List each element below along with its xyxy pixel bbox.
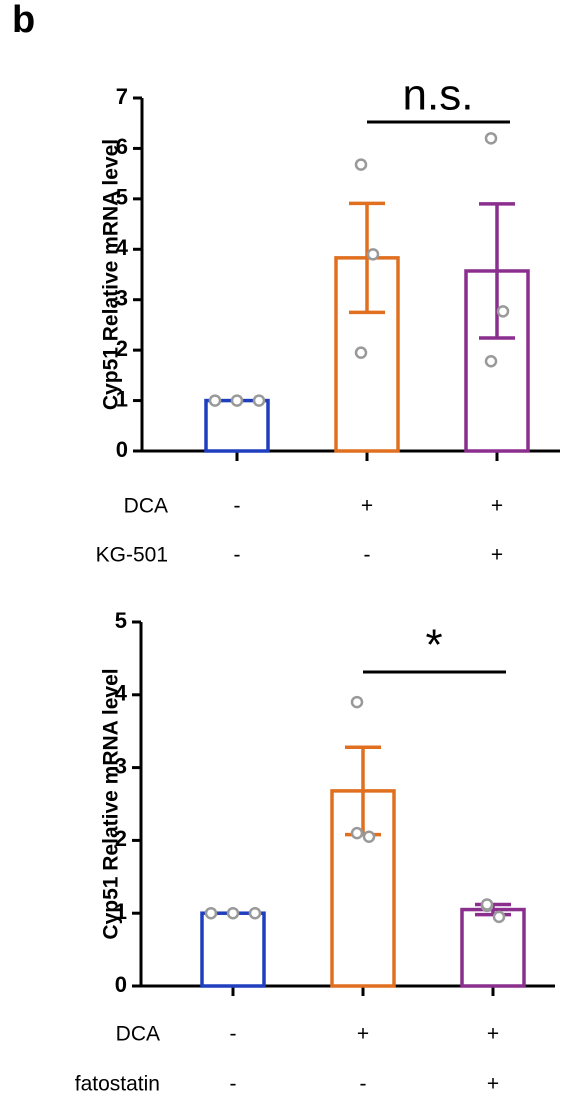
data-point bbox=[252, 394, 266, 407]
data-point bbox=[496, 305, 510, 318]
condition-value: + bbox=[487, 1023, 499, 1046]
y-axis-label: Cyp51 Relative mRNA level bbox=[100, 668, 123, 939]
data-point bbox=[350, 695, 364, 709]
significance-label: n.s. bbox=[403, 71, 474, 120]
data-point bbox=[484, 132, 498, 145]
data-point bbox=[204, 906, 218, 920]
significance-label: * bbox=[425, 621, 442, 670]
y-tick-label: 4 bbox=[116, 235, 129, 260]
y-tick-label: 1 bbox=[116, 386, 128, 411]
y-tick-label: 1 bbox=[115, 899, 127, 924]
bar bbox=[204, 398, 270, 453]
condition-value: + bbox=[487, 1073, 499, 1096]
bar bbox=[200, 911, 266, 988]
condition-value: - bbox=[230, 1073, 237, 1096]
y-axis-label: Cyp51 Relative mRNA level bbox=[100, 139, 123, 410]
y-tick-label: 2 bbox=[115, 826, 127, 851]
bar bbox=[460, 907, 526, 988]
data-point bbox=[484, 354, 498, 368]
condition-value: - bbox=[234, 495, 241, 518]
data-point bbox=[248, 906, 262, 920]
y-tick-label: 0 bbox=[116, 437, 128, 462]
condition-name: fatostatin bbox=[75, 1073, 160, 1096]
y-tick-label: 7 bbox=[116, 84, 128, 109]
y-tick-label: 4 bbox=[115, 681, 128, 706]
data-point bbox=[208, 394, 222, 407]
y-tick-label: 5 bbox=[115, 608, 127, 633]
condition-value: - bbox=[360, 1073, 367, 1096]
data-point bbox=[354, 158, 368, 171]
data-point bbox=[350, 826, 364, 840]
condition-name: KG-501 bbox=[96, 544, 168, 567]
condition-name: DCA bbox=[124, 495, 168, 518]
condition-name: DCA bbox=[116, 1023, 160, 1046]
panel-label: b bbox=[12, 0, 35, 41]
y-tick-label: 5 bbox=[116, 185, 128, 210]
data-point bbox=[230, 394, 244, 407]
condition-value: + bbox=[361, 495, 373, 518]
y-tick-label: 3 bbox=[116, 286, 128, 311]
condition-value: - bbox=[234, 544, 241, 567]
condition-value: + bbox=[357, 1023, 369, 1046]
condition-value: - bbox=[230, 1023, 237, 1046]
y-tick-label: 3 bbox=[115, 753, 127, 778]
condition-value: + bbox=[491, 544, 503, 567]
y-tick-label: 2 bbox=[116, 336, 128, 361]
condition-value: - bbox=[364, 544, 371, 567]
data-point bbox=[226, 906, 240, 920]
y-tick-label: 6 bbox=[116, 134, 128, 159]
condition-value: + bbox=[491, 495, 503, 518]
data-point bbox=[354, 346, 368, 359]
data-point bbox=[480, 898, 494, 911]
y-tick-label: 0 bbox=[115, 972, 127, 997]
data-point bbox=[362, 830, 376, 844]
data-point bbox=[492, 910, 506, 924]
data-point bbox=[366, 248, 380, 261]
